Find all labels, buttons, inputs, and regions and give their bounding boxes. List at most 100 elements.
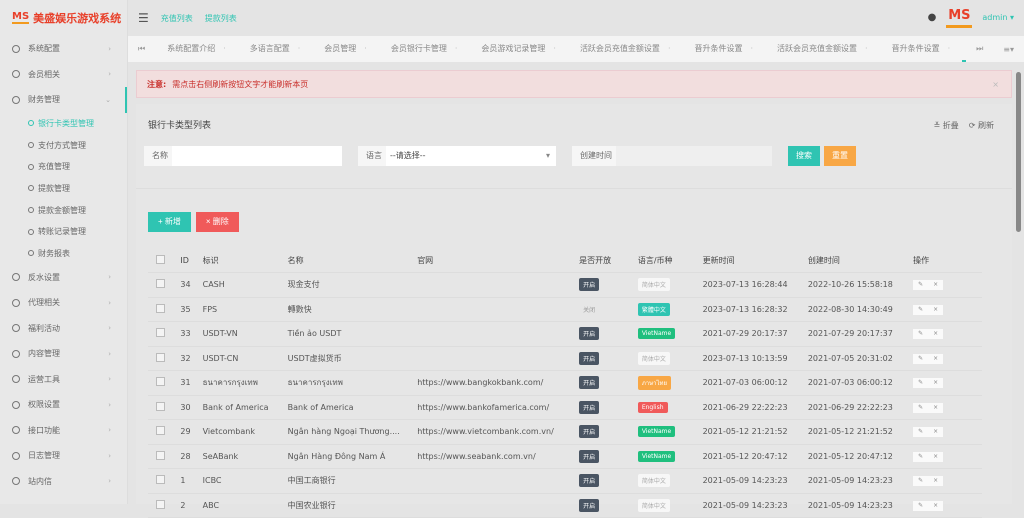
table-row: 35 FPS 轉數快 关闭 繁體中文 2023-07-13 16:28:32 2022-08… xyxy=(148,297,982,322)
search-button[interactable]: 搜索 xyxy=(788,146,820,166)
row-checkbox[interactable] xyxy=(156,401,165,411)
language-badge: VietName xyxy=(637,426,676,438)
created-time-input[interactable] xyxy=(616,146,772,166)
tab[interactable]: 系统配置介绍 · xyxy=(155,36,238,62)
edit-icon[interactable]: ✎ xyxy=(913,476,929,487)
name-input[interactable] xyxy=(172,146,342,166)
sidebar-subitem[interactable]: 支付方式管理 xyxy=(0,134,127,156)
delete-icon[interactable]: × xyxy=(928,353,944,364)
delete-icon[interactable]: × xyxy=(928,378,944,389)
tab-close-icon[interactable]: · xyxy=(364,44,367,53)
reset-button[interactable]: 重置 xyxy=(824,146,856,166)
sidebar-item[interactable]: 接口功能 › xyxy=(0,417,127,443)
close-icon[interactable]: × xyxy=(992,79,999,89)
edit-icon[interactable]: ✎ xyxy=(913,427,929,438)
header-link-recharge[interactable]: 充值列表 xyxy=(160,13,193,23)
sidebar-item[interactable]: 运营工具 › xyxy=(0,366,127,392)
sidebar-item[interactable]: 财务管理 ⌄ xyxy=(0,87,127,113)
row-checkbox[interactable] xyxy=(156,426,165,436)
tab[interactable]: 银行卡类型管理· xyxy=(962,36,967,62)
tab-close-icon[interactable]: · xyxy=(947,44,951,53)
sidebar-item[interactable]: 会员相关 › xyxy=(0,62,127,88)
tab-close-icon[interactable]: · xyxy=(750,44,754,53)
scrollbar[interactable] xyxy=(1016,66,1022,504)
tab[interactable]: 晋升条件设置 · xyxy=(880,36,963,62)
sidebar-item[interactable]: 代理相关 › xyxy=(0,290,127,316)
header-link-withdraw[interactable]: 提款列表 xyxy=(204,13,237,23)
tab[interactable]: 活跃会员充值金额设置 · xyxy=(765,36,880,62)
delete-icon[interactable]: × xyxy=(928,304,944,315)
select-all-checkbox[interactable] xyxy=(156,254,165,264)
delete-icon[interactable]: × xyxy=(928,500,944,511)
avatar[interactable]: MS xyxy=(946,6,973,28)
tab-close-icon[interactable]: · xyxy=(223,44,226,53)
tab-close-icon[interactable]: · xyxy=(667,44,671,53)
tab[interactable]: 晋升条件设置 · xyxy=(682,36,765,62)
user-menu[interactable]: admin ▾ xyxy=(982,12,1014,22)
row-checkbox[interactable] xyxy=(156,499,165,509)
sidebar-item[interactable]: 日志管理 › xyxy=(0,443,127,469)
sidebar-item[interactable]: 权限设置 › xyxy=(0,392,127,418)
edit-icon[interactable]: ✎ xyxy=(913,451,929,462)
row-checkbox[interactable] xyxy=(156,352,165,362)
collapse-button[interactable]: ≚ 折叠 xyxy=(933,121,959,130)
sidebar-subitem[interactable]: 银行卡类型管理 xyxy=(0,113,127,135)
tab[interactable]: 活跃会员充值金额设置 · xyxy=(568,36,683,62)
tab-scroll-left-icon[interactable]: ⏮ xyxy=(138,44,146,53)
tab-label: 晋升条件设置 xyxy=(891,44,940,53)
sidebar-item-label: 反水设置 xyxy=(28,272,60,282)
delete-icon[interactable]: × xyxy=(928,329,944,340)
menu-icon xyxy=(12,375,20,384)
delete-icon[interactable]: × xyxy=(928,280,944,291)
delete-icon[interactable]: × xyxy=(928,476,944,487)
row-checkbox[interactable] xyxy=(156,475,165,485)
sidebar-item-label: 会员相关 xyxy=(28,69,60,79)
row-checkbox[interactable] xyxy=(156,450,165,460)
tab-close-icon[interactable]: · xyxy=(297,44,301,53)
sidebar: MS 美盛娱乐游戏系统 系统配置 › 会员相关 › 财务管理 ⌄ 银行卡类型管理 支付方式管理充… xyxy=(0,0,128,504)
sidebar-subitem[interactable]: 提款管理 xyxy=(0,178,127,200)
edit-icon[interactable]: ✎ xyxy=(913,402,929,413)
sidebar-item[interactable]: 站内信 › xyxy=(0,468,127,494)
tab[interactable]: 会员游戏记录管理 · xyxy=(469,36,568,62)
tab-close-icon[interactable]: · xyxy=(553,44,556,53)
sidebar-subitem[interactable]: 充值管理 xyxy=(0,156,127,178)
menu-toggle-icon[interactable]: ☰ xyxy=(138,11,149,25)
menu-icon xyxy=(28,228,34,235)
sidebar-subitem[interactable]: 财务报表 xyxy=(0,243,127,265)
sidebar-item[interactable]: 系统配置 › xyxy=(0,36,127,62)
refresh-button[interactable]: ⟳ 刷新 xyxy=(968,121,994,130)
tab[interactable]: 会员银行卡管理 · xyxy=(379,36,470,62)
tab-options-icon[interactable]: ≡▾ xyxy=(1003,44,1014,54)
edit-icon[interactable]: ✎ xyxy=(913,353,929,364)
sidebar-item[interactable]: 福利活动 › xyxy=(0,315,127,341)
theme-palette-icon[interactable]: ● xyxy=(927,11,937,23)
tab-close-icon[interactable]: · xyxy=(865,44,868,53)
tab[interactable]: 会员管理 · xyxy=(312,36,379,62)
row-checkbox[interactable] xyxy=(156,328,165,338)
delete-icon[interactable]: × xyxy=(928,451,944,462)
sidebar-item[interactable]: 反水设置 › xyxy=(0,264,127,290)
row-checkbox[interactable] xyxy=(156,303,165,313)
row-checkbox[interactable] xyxy=(156,279,165,289)
edit-icon[interactable]: ✎ xyxy=(913,378,929,389)
tab-scroll-right-icon[interactable]: ⏭ xyxy=(976,44,984,53)
edit-icon[interactable]: ✎ xyxy=(913,280,929,291)
sidebar-item[interactable]: 内容管理 › xyxy=(0,341,127,367)
language-select[interactable]: --请选择-- xyxy=(386,146,556,166)
website-cell xyxy=(415,468,578,494)
tab-close-icon[interactable]: · xyxy=(454,44,458,53)
sidebar-item-label: 内容管理 xyxy=(28,349,60,359)
row-checkbox[interactable] xyxy=(156,377,165,387)
delete-button[interactable]: × 删除 xyxy=(195,212,239,232)
delete-icon[interactable]: × xyxy=(928,427,944,438)
delete-icon[interactable]: × xyxy=(928,402,944,413)
add-button[interactable]: + 新增 xyxy=(148,212,191,232)
edit-icon[interactable]: ✎ xyxy=(913,304,929,315)
tab[interactable]: 多语言配置 · xyxy=(238,36,313,62)
edit-icon[interactable]: ✎ xyxy=(913,329,929,340)
edit-icon[interactable]: ✎ xyxy=(913,500,929,511)
sidebar-subitem[interactable]: 转账记录管理 xyxy=(0,221,127,243)
sidebar-subitem[interactable]: 提款金额管理 xyxy=(0,199,127,221)
cell: VietName xyxy=(635,419,701,445)
